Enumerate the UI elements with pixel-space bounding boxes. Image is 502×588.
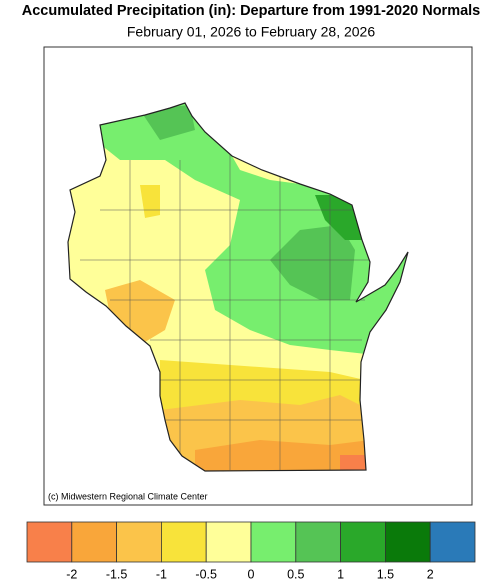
legend-swatch — [26, 521, 73, 563]
map-title: Accumulated Precipitation (in): Departur… — [22, 3, 481, 19]
legend-swatch — [429, 521, 476, 563]
legend-swatch — [250, 521, 297, 563]
credit: (c) Midwestern Regional Climate Center — [48, 491, 208, 501]
legend-swatch — [340, 521, 386, 563]
legend-swatch — [205, 521, 252, 563]
legend: -2 -1.5 -1 -0.5 0 0.5 1 1.5 2 — [26, 521, 476, 581]
legend-swatch — [295, 521, 341, 563]
legend-tick-label: -0.5 — [195, 567, 217, 581]
legend-swatch — [384, 521, 431, 563]
legend-swatch — [71, 521, 118, 563]
legend-tick-label: 1 — [337, 567, 344, 581]
legend-tick-label: 0.5 — [287, 567, 304, 581]
map-subtitle: February 01, 2026 to February 28, 2026 — [127, 24, 375, 40]
legend-swatch — [160, 521, 207, 563]
legend-swatch — [116, 521, 162, 563]
legend-tick-label: -1 — [156, 567, 167, 581]
legend-tick-label: 0 — [248, 567, 255, 581]
legend-tick-label: -2 — [66, 567, 77, 581]
legend-tick-label: 2 — [427, 567, 434, 581]
legend-tick-label: -1.5 — [106, 567, 128, 581]
legend-tick-label: 1.5 — [377, 567, 394, 581]
